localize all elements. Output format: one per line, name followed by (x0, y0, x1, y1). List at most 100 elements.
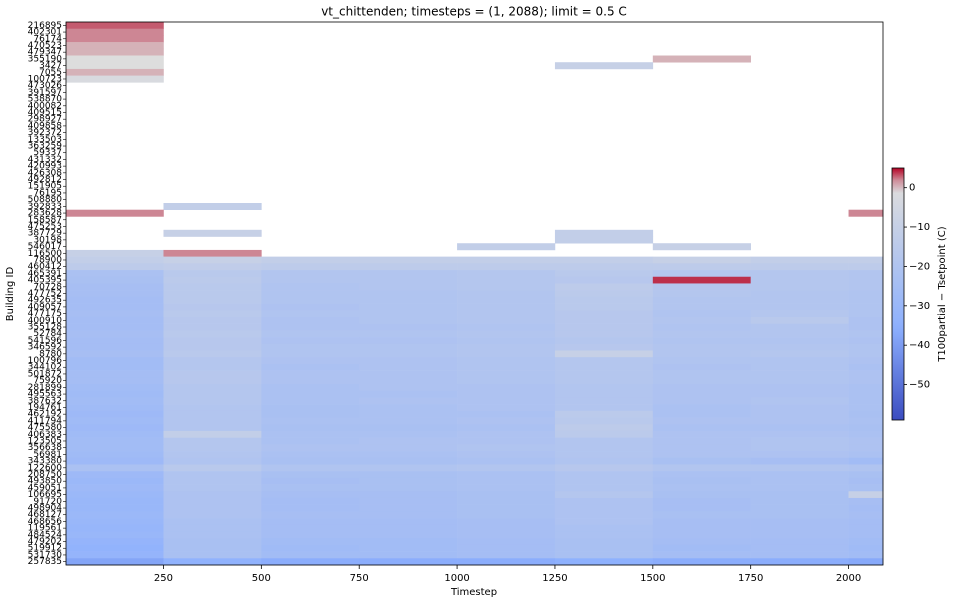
heatmap-cell (750, 430, 849, 438)
heatmap-cell (457, 538, 556, 546)
heatmap-cell (750, 524, 849, 532)
heatmap-cell (359, 276, 458, 284)
heatmap-cell (163, 323, 262, 331)
heatmap-cell (163, 363, 262, 371)
heatmap-cell (66, 504, 164, 512)
heatmap-cell (359, 524, 458, 532)
heatmap-cell (848, 558, 884, 566)
y-tick-label: 343380 (28, 457, 63, 467)
heatmap-cell (848, 430, 884, 438)
heatmap-cell (261, 430, 360, 438)
heatmap-cell (750, 477, 849, 485)
y-tick-label: 75920 (33, 376, 62, 386)
y-tick-label: 123505 (28, 436, 62, 446)
heatmap-cell (359, 377, 458, 385)
y-tick-label: 400082 (28, 101, 62, 111)
heatmap-cell (848, 464, 884, 472)
heatmap-cell (652, 451, 751, 459)
y-tick-label: 283628 (28, 209, 63, 219)
heatmap-cell (652, 390, 751, 398)
y-tick-label: 479202 (28, 537, 62, 547)
heatmap-cell (261, 551, 360, 559)
heatmap-cell (66, 270, 164, 278)
heatmap-cell (359, 343, 458, 351)
heatmap-cell (457, 263, 556, 271)
y-tick-label: 208750 (28, 470, 63, 480)
heatmap-cell (359, 316, 458, 324)
heatmap-cell (457, 444, 556, 452)
heatmap-cell (750, 296, 849, 304)
heatmap-cell (261, 377, 360, 385)
y-tick-label: 546017 (28, 242, 62, 252)
heatmap-cell (554, 451, 654, 459)
heatmap-cell (359, 451, 458, 459)
heatmap-cell (652, 504, 751, 512)
heatmap-cell (261, 491, 360, 499)
heatmap-cell (848, 484, 884, 492)
y-tick-label: 460412 (28, 262, 62, 272)
heatmap-cell (554, 236, 654, 244)
heatmap-cell (66, 384, 164, 392)
y-tick-label: 387729 (28, 229, 63, 239)
heatmap-cell (457, 350, 556, 358)
heatmap-cell (66, 390, 164, 398)
heatmap-cell (750, 390, 849, 398)
heatmap-cell (163, 491, 262, 499)
heatmap-cell (359, 457, 458, 465)
heatmap-cell (66, 62, 164, 70)
colorbar (891, 167, 905, 421)
heatmap-cell (66, 35, 164, 43)
y-tick-label: 7055 (39, 68, 62, 78)
heatmap-cell (66, 28, 164, 36)
heatmap-cell (457, 451, 556, 459)
heatmap-cell (66, 323, 164, 331)
heatmap-cell (163, 504, 262, 512)
heatmap-cell (457, 330, 556, 338)
y-tick-label: 473026 (28, 81, 63, 91)
y-tick-label: 470523 (28, 41, 62, 51)
heatmap-cell (554, 477, 654, 485)
heatmap-cell (163, 417, 262, 425)
heatmap-cell (750, 417, 849, 425)
y-tick-label: 475580 (28, 423, 63, 433)
heatmap-cell (163, 524, 262, 532)
heatmap-cell (750, 323, 849, 331)
heatmap-cell (848, 424, 884, 432)
heatmap-cell (163, 497, 262, 505)
heatmap-cell (848, 357, 884, 365)
heatmap-cell (554, 471, 654, 479)
heatmap-cell (457, 370, 556, 378)
heatmap-cell (66, 524, 164, 532)
heatmap-cell (163, 290, 262, 298)
heatmap-cell (848, 390, 884, 398)
heatmap-cell (652, 558, 751, 566)
y-tick-label: 508880 (28, 195, 63, 205)
heatmap-cell (750, 263, 849, 271)
heatmap-cell (359, 417, 458, 425)
heatmap-cell (261, 524, 360, 532)
heatmap-cell (554, 303, 654, 311)
heatmap-cell (359, 424, 458, 432)
y-tick-label: 477175 (28, 309, 62, 319)
heatmap-cell (261, 370, 360, 378)
heatmap-cell (163, 451, 262, 459)
y-tick-label: 76195 (33, 188, 62, 198)
heatmap-cell (652, 316, 751, 324)
heatmap-cell (261, 558, 360, 566)
heatmap-cell (163, 357, 262, 365)
heatmap-cell (163, 410, 262, 418)
heatmap-cell (457, 243, 556, 251)
heatmap-cell (163, 330, 262, 338)
y-tick-label: 492635 (28, 296, 62, 306)
heatmap-cell (848, 296, 884, 304)
heatmap-cell (359, 471, 458, 479)
heatmap-cell (848, 397, 884, 405)
heatmap-cell (66, 290, 164, 298)
heatmap-cell (652, 497, 751, 505)
heatmap-cell (848, 350, 884, 358)
heatmap-cell (359, 390, 458, 398)
heatmap-cell (750, 397, 849, 405)
y-tick-label: 133503 (28, 135, 62, 145)
heatmap-cell (848, 518, 884, 526)
heatmap-cell (359, 511, 458, 519)
